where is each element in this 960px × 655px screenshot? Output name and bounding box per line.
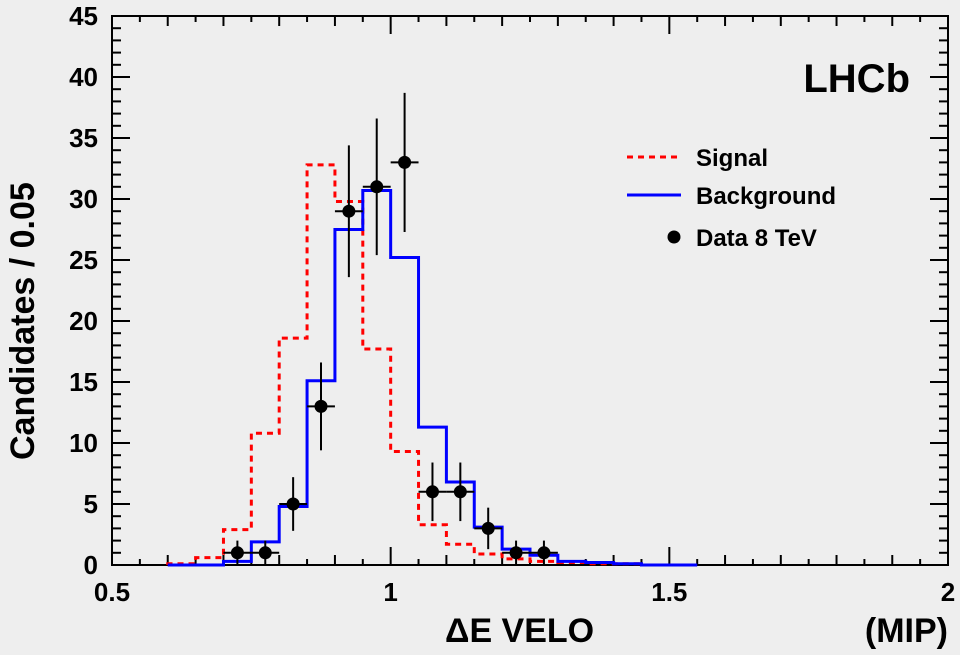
legend-background: Background bbox=[627, 183, 836, 210]
y-tick-label: 20 bbox=[69, 306, 98, 336]
y-tick-label: 35 bbox=[69, 123, 98, 153]
data-point bbox=[446, 462, 475, 522]
x-tick-label: 1 bbox=[383, 577, 397, 607]
data-point bbox=[362, 118, 391, 256]
legend-signal: Signal bbox=[627, 145, 768, 172]
data-point bbox=[418, 462, 447, 522]
data-point bbox=[307, 362, 335, 451]
data-point bbox=[390, 92, 419, 232]
x-axis-unit: (MIP) bbox=[865, 612, 948, 650]
data-marker bbox=[314, 399, 328, 413]
x-tick-label: 2 bbox=[941, 577, 955, 607]
y-tick-label: 0 bbox=[84, 550, 98, 580]
data-marker bbox=[537, 546, 551, 560]
data-marker bbox=[509, 546, 523, 560]
data-point bbox=[334, 145, 363, 278]
data-point bbox=[251, 540, 280, 565]
legend-label: Data 8 TeV bbox=[696, 225, 817, 252]
data-marker bbox=[230, 546, 244, 560]
data-marker bbox=[370, 180, 384, 194]
legend-data: Data 8 TeV bbox=[667, 225, 817, 252]
y-axis-title: Candidates / 0.05 bbox=[4, 182, 42, 460]
x-tick-label: 1.5 bbox=[651, 577, 687, 607]
y-tick-label: 40 bbox=[69, 62, 98, 92]
legend-data-marker bbox=[667, 230, 681, 244]
y-tick-label: 25 bbox=[69, 245, 98, 275]
legend-label: Signal bbox=[696, 145, 768, 172]
data-marker bbox=[481, 521, 495, 535]
y-tick-label: 5 bbox=[84, 489, 98, 519]
data-marker bbox=[258, 546, 272, 560]
legend: Signal Background Data 8 TeV bbox=[627, 145, 836, 252]
y-tick-label: 10 bbox=[69, 428, 98, 458]
data-marker bbox=[425, 485, 439, 499]
data-marker bbox=[398, 155, 412, 169]
x-axis-title: ΔE VELO bbox=[445, 612, 594, 650]
data-point bbox=[474, 507, 503, 550]
experiment-label: LHCb bbox=[803, 57, 910, 101]
data-marker bbox=[342, 204, 356, 218]
y-tick-label: 30 bbox=[69, 184, 98, 214]
data-point bbox=[530, 540, 558, 565]
data-point bbox=[279, 477, 308, 531]
legend-label: Background bbox=[696, 183, 836, 210]
data-point bbox=[223, 540, 252, 565]
data-point bbox=[502, 540, 530, 565]
data-marker bbox=[286, 497, 300, 511]
data-marker bbox=[453, 485, 467, 499]
x-tick-label: 0.5 bbox=[94, 577, 130, 607]
y-tick-label: 15 bbox=[69, 367, 98, 397]
y-tick-label: 45 bbox=[69, 1, 98, 31]
background-histogram bbox=[167, 188, 698, 567]
